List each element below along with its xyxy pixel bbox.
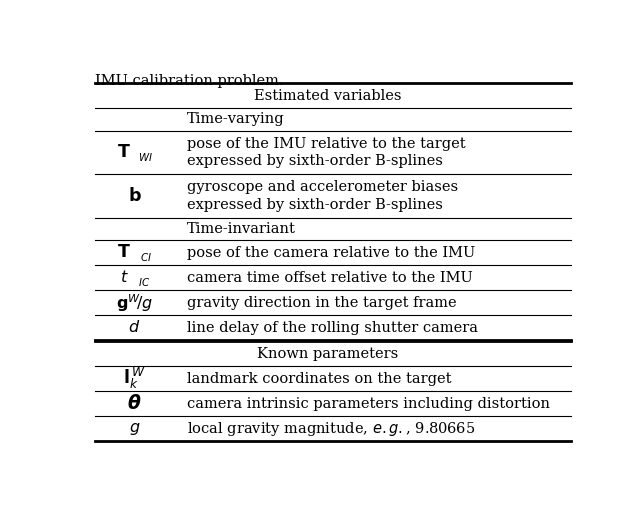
Text: $d$: $d$ xyxy=(129,319,141,337)
Text: camera intrinsic parameters including distortion: camera intrinsic parameters including di… xyxy=(187,397,550,411)
Text: pose of the IMU relative to the target: pose of the IMU relative to the target xyxy=(187,136,465,151)
Text: $_{WI}$: $_{WI}$ xyxy=(138,150,153,163)
Text: $\mathbf{T}$: $\mathbf{T}$ xyxy=(116,244,131,261)
Text: expressed by sixth-order B-splines: expressed by sixth-order B-splines xyxy=(187,198,442,212)
Text: Time-invariant: Time-invariant xyxy=(187,222,296,236)
Text: landmark coordinates on the target: landmark coordinates on the target xyxy=(187,372,451,386)
Text: camera time offset relative to the IMU: camera time offset relative to the IMU xyxy=(187,271,472,285)
Text: pose of the camera relative to the IMU: pose of the camera relative to the IMU xyxy=(187,246,475,259)
Text: local gravity magnitude, $\mathit{e.g.}$, 9.80665: local gravity magnitude, $\mathit{e.g.}$… xyxy=(187,420,475,438)
Text: Known parameters: Known parameters xyxy=(257,346,399,361)
Text: expressed by sixth-order B-splines: expressed by sixth-order B-splines xyxy=(187,154,442,168)
Text: line delay of the rolling shutter camera: line delay of the rolling shutter camera xyxy=(187,321,477,335)
Text: $\mathbf{l}_{k}^{\,W}$: $\mathbf{l}_{k}^{\,W}$ xyxy=(124,366,146,391)
Text: $\mathbf{T}$: $\mathbf{T}$ xyxy=(116,144,131,161)
Text: $_{CI}$: $_{CI}$ xyxy=(140,250,152,264)
Text: $t$: $t$ xyxy=(120,269,129,286)
Text: $\boldsymbol{\theta}$: $\boldsymbol{\theta}$ xyxy=(127,394,141,413)
Text: $\mathbf{g}^{W}\!/g$: $\mathbf{g}^{W}\!/g$ xyxy=(116,292,154,313)
Text: $\mathbf{b}$: $\mathbf{b}$ xyxy=(128,187,141,205)
Text: Estimated variables: Estimated variables xyxy=(254,89,402,103)
Text: gravity direction in the target frame: gravity direction in the target frame xyxy=(187,296,456,310)
Text: $_{IC}$: $_{IC}$ xyxy=(138,275,150,289)
Text: gyroscope and accelerometer biases: gyroscope and accelerometer biases xyxy=(187,180,458,194)
Text: Time-varying: Time-varying xyxy=(187,112,284,127)
Text: IMU calibration problem.: IMU calibration problem. xyxy=(95,75,284,88)
Text: $g$: $g$ xyxy=(129,421,140,437)
